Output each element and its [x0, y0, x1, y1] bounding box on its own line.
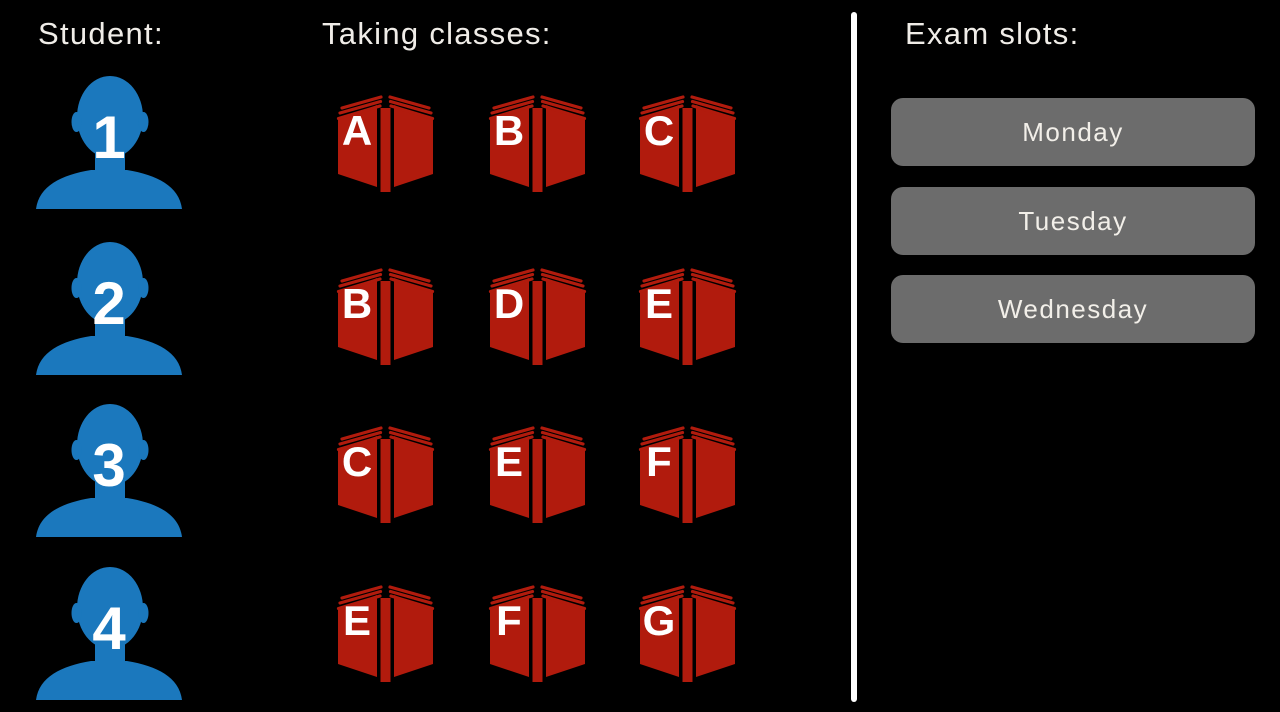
exam-slot-button-tuesday[interactable]: Tuesday — [891, 187, 1255, 255]
class-book-student2-D[interactable]: D — [485, 263, 590, 367]
class-letter: A — [341, 107, 373, 154]
students-column-header: Student: — [38, 16, 164, 51]
class-book-student1-B[interactable]: B — [485, 90, 590, 194]
class-book-student3-E[interactable]: E — [485, 421, 590, 525]
exam-slot-button-monday[interactable]: Monday — [891, 98, 1255, 166]
class-letter: E — [494, 438, 523, 485]
class-letter: D — [493, 280, 525, 327]
class-book-student3-C[interactable]: C — [333, 421, 438, 525]
class-book-student1-A[interactable]: A — [333, 90, 438, 194]
class-letter: E — [342, 597, 371, 644]
class-book-student4-E[interactable]: E — [333, 580, 438, 684]
student-avatar-3: 3 — [33, 403, 185, 537]
class-book-student2-B[interactable]: B — [333, 263, 438, 367]
class-letter: C — [341, 438, 373, 485]
class-letter: F — [646, 438, 672, 485]
class-book-student2-E[interactable]: E — [635, 263, 740, 367]
class-letter: F — [496, 597, 522, 644]
exam-slots-column-header: Exam slots: — [905, 16, 1080, 51]
class-book-student4-F[interactable]: F — [485, 580, 590, 684]
student-avatar-1: 1 — [33, 75, 185, 209]
student-number: 4 — [92, 595, 126, 662]
class-letter: E — [644, 280, 673, 327]
class-letter: G — [642, 597, 676, 644]
class-book-student4-G[interactable]: G — [635, 580, 740, 684]
student-avatar-4: 4 — [33, 566, 185, 700]
class-letter: B — [493, 107, 525, 154]
class-book-student3-F[interactable]: F — [635, 421, 740, 525]
student-number: 3 — [92, 432, 126, 499]
exam-slot-button-wednesday[interactable]: Wednesday — [891, 275, 1255, 343]
class-book-student1-C[interactable]: C — [635, 90, 740, 194]
class-letter: B — [341, 280, 373, 327]
student-avatar-2: 2 — [33, 241, 185, 375]
section-divider — [851, 12, 857, 702]
student-number: 1 — [92, 104, 126, 171]
classes-column-header: Taking classes: — [322, 16, 552, 51]
class-letter: C — [643, 107, 675, 154]
student-number: 2 — [92, 270, 126, 337]
